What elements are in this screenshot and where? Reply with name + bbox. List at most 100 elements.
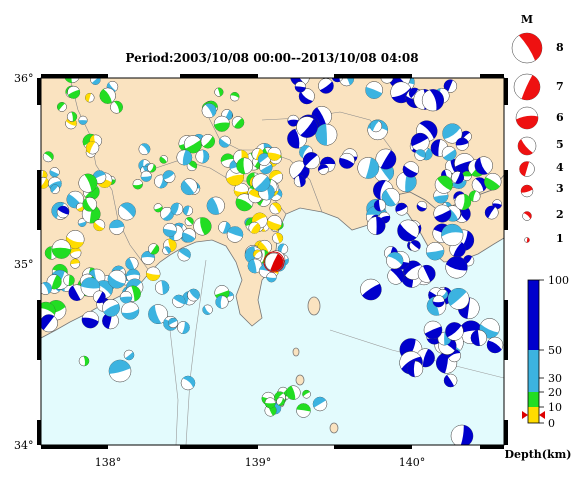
lat-label-36: 36° [14,72,34,85]
focal-mechanism-245 [425,242,445,261]
focal-mechanism-48 [117,202,136,221]
focal-mechanism-331 [201,103,217,119]
focal-mechanism-334 [108,359,132,383]
island-miyakejima [329,422,339,434]
focal-mechanism-87 [147,163,157,173]
focal-mechanism-53 [162,170,176,183]
focal-mechanism-83 [206,196,225,215]
magnitude-legend-ball-8 [511,32,543,64]
focal-mechanism-12 [90,78,101,85]
focal-mechanism-113 [225,167,245,186]
magnitude-legend-ball-1 [524,237,530,243]
focal-mechanism-305 [296,403,311,418]
focal-mechanism-339 [406,360,424,378]
focal-mechanism-204 [317,163,329,175]
focal-mechanism-241 [369,119,383,133]
focal-mechanism-111 [269,202,282,215]
focal-mechanism-88 [140,170,152,182]
focal-mechanism-151 [266,272,277,283]
focal-mechanism-239 [294,81,307,93]
focal-mechanism-173 [80,277,101,297]
focal-mechanism-181 [177,321,190,334]
focal-mechanism-333 [213,115,230,132]
focal-mechanism-21 [85,141,100,155]
mainshock-depth-marker-right [539,411,545,419]
focal-mechanism-309 [443,373,458,388]
magnitude-legend: M 8 7 6 5 4 3 2 1 [511,13,564,245]
focal-mechanism-170 [81,310,100,329]
focal-mechanism-279 [447,287,470,310]
focal-mechanism-180 [187,288,200,302]
focal-mechanism-210 [442,123,463,144]
island-oshima [307,296,321,316]
focal-mechanism-29 [177,248,191,262]
focal-mechanism-22 [70,258,81,269]
focal-mechanism-146 [247,258,263,274]
focal-mechanism-296 [484,173,502,191]
focal-mechanism-276 [360,278,382,301]
focal-mechanism-176 [119,290,133,304]
focal-mechanism-92 [184,217,194,227]
focal-mechanism-70 [159,155,169,164]
focal-mechanism-278 [373,199,387,212]
focal-mechanism-222 [443,79,458,93]
focal-mechanism-240 [331,78,344,83]
focal-mechanism-59 [50,184,60,195]
focal-mechanism-125 [251,173,271,192]
focal-mechanism-268 [387,267,405,285]
mainshock-depth-marker-left [522,411,528,419]
focal-mechanism-19 [78,115,88,125]
depth-band-50-100 [528,280,539,350]
depth-scale-frame [527,279,540,424]
focal-mechanism-338 [486,336,504,354]
focal-mechanism-326 [231,116,245,129]
focal-mechanism-220 [287,114,300,127]
focal-mechanism-55 [154,280,170,295]
focal-mechanism-275 [366,216,386,235]
map-frame [40,77,505,446]
focal-mechanism-185 [167,317,179,329]
focal-mechanism-280 [445,256,468,279]
focal-mechanism-232 [441,146,457,161]
focal-mechanism-145 [266,215,283,231]
focal-mechanism-62 [148,243,160,255]
focal-mechanism-41 [141,250,156,265]
focal-mechanism-61 [78,173,98,193]
focal-mechanism-90 [170,202,184,216]
focal-mechanism-238 [296,116,318,138]
lat-label-34: 34° [14,439,34,452]
focal-mechanism-267 [441,223,464,247]
focal-mechanism-285 [484,205,499,220]
focal-mechanism-271 [397,219,420,242]
focal-mechanism-212 [293,175,306,188]
focal-mechanism-343 [123,349,135,361]
magnitude-label-7: 7 [556,80,564,93]
focal-mechanism-172 [41,314,58,333]
focal-mechanism-25 [77,218,87,227]
depth-band-20-50 [528,350,539,392]
focal-mechanism-63 [51,239,72,259]
magnitude-legend-ball-3 [520,184,534,198]
focal-mechanism-164 [107,269,127,289]
focal-mechanism-162 [63,274,75,287]
focal-mechanism-188 [318,78,334,94]
lon-label-139: 139° [245,456,272,469]
depth-scale-label: Depth(km) [505,448,572,461]
magnitude-legend-ball-2 [522,211,532,221]
depth-band-10-20 [528,392,539,407]
focal-mechanism-237 [421,89,445,112]
magnitude-legend-ball-7 [513,73,541,101]
focal-mechanism-163 [102,299,120,317]
focal-mechanism-177 [202,304,213,315]
focal-mechanism-4 [42,151,54,163]
focal-mechanism-107 [233,182,249,198]
focal-mechanism-235 [302,152,320,170]
island-niijima [295,374,305,386]
focal-mechanism-93 [176,149,193,166]
focal-mechanism-233 [338,152,355,169]
focal-mechanism-293 [434,175,453,194]
focal-mechanism-175 [92,290,106,304]
focal-mechanism-82 [162,222,177,237]
focal-mechanism-265 [381,188,401,207]
